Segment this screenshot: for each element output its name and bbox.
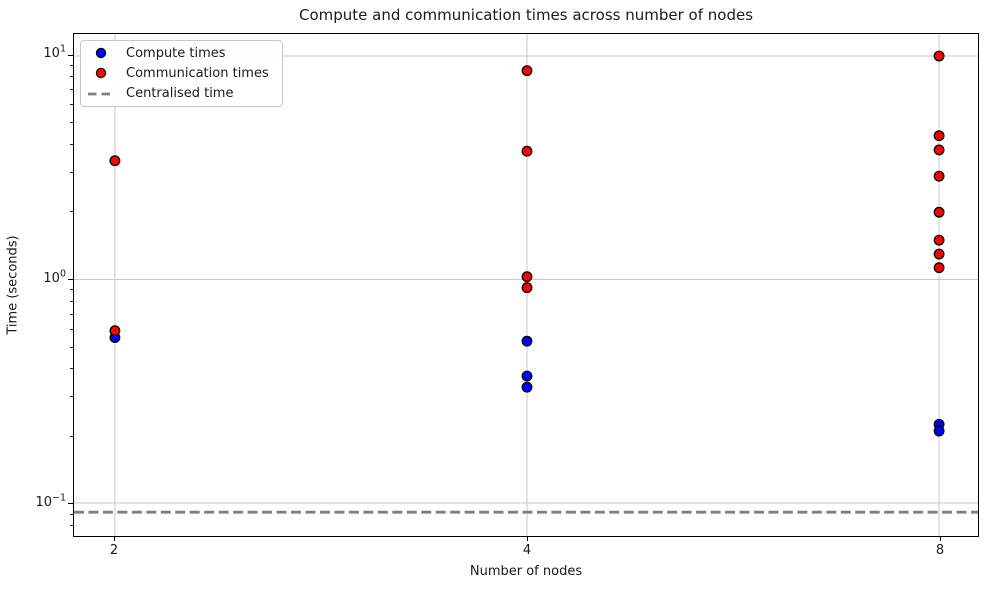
y-minor-tick-mark [70,313,73,315]
y-minor-tick-mark [70,122,73,124]
y-minor-tick-mark [70,211,73,213]
y-tick-label: 101 [43,43,66,62]
x-tick-mark [939,537,941,541]
x-tick-mark [113,537,115,541]
legend-label-communication: Communication times [126,65,269,81]
data-point [521,282,533,294]
y-minor-tick-mark [70,76,73,78]
plot-canvas [74,34,978,536]
data-point [521,335,533,347]
data-point [109,325,121,337]
data-point [521,381,533,393]
x-tick-label: 4 [522,543,532,558]
y-tick-mark [68,503,73,505]
compute-dot-icon [81,46,121,60]
data-point [521,271,533,283]
y-tick-label: 100 [43,268,66,286]
x-tick-label: 2 [109,543,119,558]
y-minor-tick-mark [70,89,73,91]
x-tick-mark [526,537,528,541]
legend: Compute times Communication times Centra… [80,40,283,107]
data-point [109,155,121,167]
legend-label-compute: Compute times [126,45,226,61]
data-point [933,170,945,182]
data-point [933,130,945,142]
data-point [521,65,533,77]
y-minor-tick-mark [70,64,73,66]
x-tick-label: 8 [935,543,945,558]
legend-item-compute: Compute times [81,43,282,63]
data-point [933,234,945,246]
y-tick-label: 10−1 [35,492,66,510]
y-minor-tick-mark [70,525,73,527]
plot-area [73,33,979,537]
legend-label-centralised: Centralised time [126,86,234,102]
data-point [933,206,945,218]
data-point [933,50,945,62]
x-axis-label: Number of nodes [469,564,583,579]
y-tick-mark [68,278,73,281]
y-minor-tick-mark [70,104,73,106]
y-minor-tick-mark [70,289,73,291]
y-minor-tick-mark [70,346,73,348]
data-point [933,425,945,437]
y-minor-tick-mark [70,300,73,302]
data-point [521,370,533,382]
data-point [933,144,945,156]
y-minor-tick-mark [70,143,73,145]
y-minor-tick-mark [70,328,73,330]
y-minor-tick-mark [70,396,73,398]
dashed-line-icon [81,87,121,101]
y-minor-tick-mark [70,513,73,515]
data-point [933,262,945,274]
y-minor-tick-mark [70,435,73,437]
y-minor-tick-mark [70,368,73,370]
chart-title: Compute and communication times across n… [298,6,754,24]
data-point [521,145,533,157]
y-minor-tick-mark [70,171,73,173]
data-point [933,248,945,260]
legend-item-centralised: Centralised time [81,84,282,104]
legend-item-communication: Communication times [81,63,282,83]
communication-dot-icon [81,66,121,80]
y-axis-label: Time (seconds) [5,235,21,335]
y-tick-mark [68,54,73,56]
